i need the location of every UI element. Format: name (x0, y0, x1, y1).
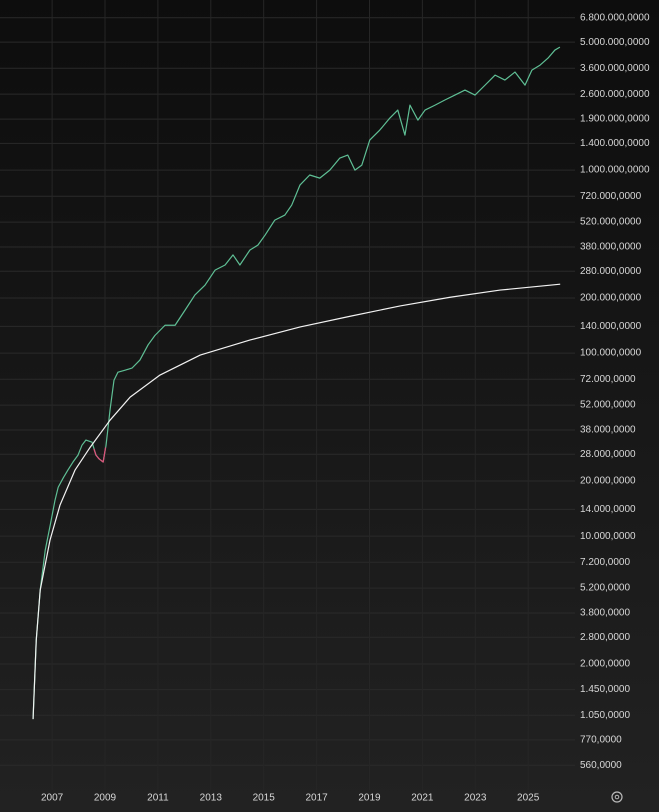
settings-button[interactable] (611, 791, 623, 803)
x-tick-label: 2023 (464, 793, 487, 804)
series-line (93, 447, 107, 463)
series-line (32, 283, 561, 720)
x-tick-label: 2019 (358, 793, 381, 804)
y-tick-label: 1.450,0000 (580, 684, 630, 695)
y-tick-label: 520.000,0000 (580, 217, 642, 228)
y-tick-label: 200.000,0000 (580, 293, 642, 304)
y-tick-label: 3.800,0000 (580, 608, 630, 619)
y-tick-label: 10.000,0000 (580, 531, 636, 542)
y-tick-label: 2.000,0000 (580, 659, 630, 670)
grid (0, 0, 575, 790)
y-tick-label: 2.800,0000 (580, 632, 630, 643)
x-tick-label: 2015 (253, 793, 276, 804)
y-tick-label: 770,0000 (580, 735, 622, 746)
y-tick-label: 38.000,0000 (580, 425, 636, 436)
y-tick-label: 280.000,0000 (580, 266, 642, 277)
y-tick-label: 6.800.000,0000 (580, 12, 650, 23)
y-tick-label: 380.000,0000 (580, 242, 642, 253)
y-tick-label: 72.000,0000 (580, 374, 636, 385)
y-tick-label: 1.000.000,0000 (580, 165, 650, 176)
y-tick-label: 52.000,0000 (580, 400, 636, 411)
y-tick-label: 2.600.000,0000 (580, 89, 650, 100)
x-tick-label: 2017 (305, 793, 328, 804)
y-tick-label: 5.000.000,0000 (580, 37, 650, 48)
plot (32, 46, 561, 720)
x-tick-label: 2009 (94, 793, 117, 804)
y-tick-label: 28.000,0000 (580, 449, 636, 460)
x-tick-label: 2021 (411, 793, 434, 804)
y-tick-label: 1.050,0000 (580, 710, 630, 721)
x-tick-label: 2013 (200, 793, 223, 804)
y-tick-label: 1.400.000,0000 (580, 138, 650, 149)
y-tick-label: 20.000,0000 (580, 476, 636, 487)
y-tick-label: 5.200,0000 (580, 583, 630, 594)
y-tick-label: 14.000,0000 (580, 504, 636, 515)
y-tick-label: 3.600.000,0000 (580, 63, 650, 74)
y-tick-label: 560,0000 (580, 760, 622, 771)
x-tick-label: 2007 (41, 793, 64, 804)
y-tick-label: 140.000,0000 (580, 321, 642, 332)
axes: 6.800.000,0000 5.000.000,0000 3.600.000,00… (41, 12, 650, 803)
x-tick-label: 2011 (147, 793, 169, 804)
y-tick-label: 720.000,0000 (580, 191, 642, 202)
series-line (32, 46, 561, 720)
x-tick-label: 2025 (517, 793, 540, 804)
y-tick-label: 1.900.000,0000 (580, 114, 650, 125)
y-tick-label: 7.200,0000 (580, 557, 630, 568)
y-tick-label: 100.000,0000 (580, 348, 642, 359)
